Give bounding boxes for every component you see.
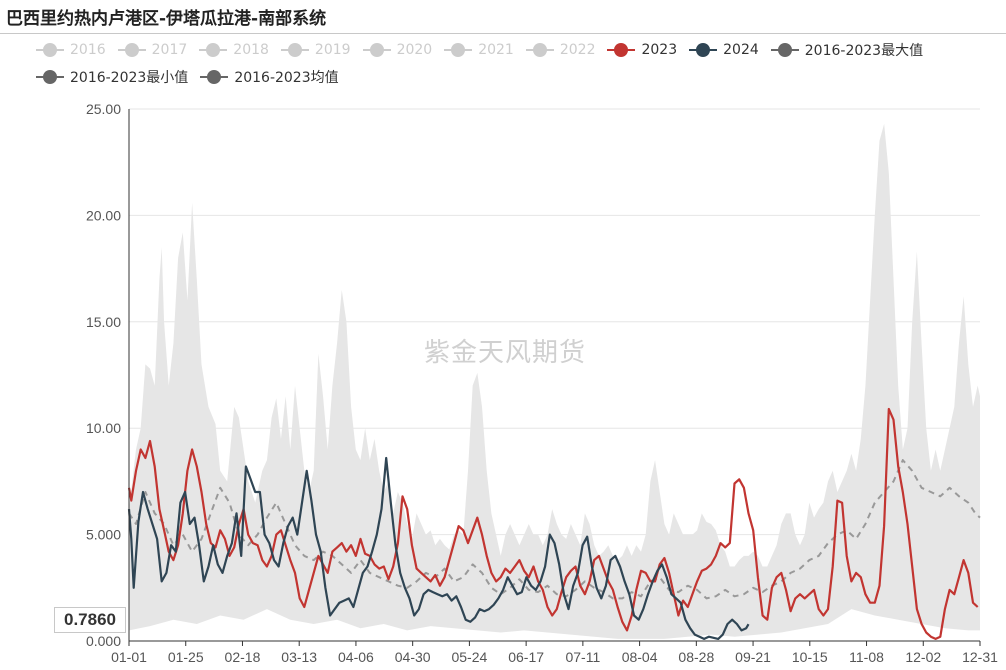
legend-item-2016[interactable]: 2016 (36, 42, 106, 58)
y-tick-label: 0.000 (86, 633, 121, 649)
legend-marker-icon (36, 69, 64, 84)
legend-item-2016-2023最小值[interactable]: 2016-2023最小值 (36, 67, 188, 87)
legend-row: 2016 2017 2018 2019 2020 2021 2022 2023 2024 2016… (36, 36, 996, 63)
x-tick-label: 09-21 (735, 649, 771, 665)
x-tick-label: 05-24 (451, 649, 487, 665)
x-tick-label: 02-18 (225, 649, 261, 665)
series-lines (127, 407, 981, 640)
legend-item-2016-2023均值[interactable]: 2016-2023均值 (200, 67, 339, 87)
x-tick-label: 12-02 (905, 649, 941, 665)
x-tick-label: 07-11 (565, 649, 600, 665)
y-tick-label: 5.000 (86, 527, 121, 543)
watermark: 紫金天风期货 (424, 338, 587, 368)
legend-label: 2023 (641, 41, 678, 58)
legend-marker-icon (607, 42, 636, 57)
chart-axes: 0.000 5.000 10.00 15.00 20.00 25.00 01-01 01-25… (86, 101, 998, 665)
title-divider (0, 33, 1006, 34)
x-tick-label: 08-04 (622, 649, 658, 665)
chart-title: 巴西里约热内卢港区-伊塔瓜拉港-南部系统 (6, 9, 327, 29)
x-tick-label: 06-17 (508, 649, 544, 665)
series-line-2024 (127, 456, 750, 640)
legend-label: 2016 (70, 41, 106, 58)
axis-pointer-value: 0.7860 (54, 607, 126, 633)
legend-marker-icon (770, 42, 799, 57)
legend-marker-icon (36, 42, 64, 57)
legend-marker-icon (689, 42, 718, 57)
legend-label: 2018 (233, 41, 269, 58)
legend-item-2020[interactable]: 2020 (362, 41, 433, 58)
legend-marker-icon (525, 42, 554, 57)
legend-item-2017[interactable]: 2017 (117, 41, 188, 58)
legend-item-2016-2023最大值[interactable]: 2016-2023最大值 (770, 40, 924, 60)
y-tick-label: 10.00 (86, 420, 121, 436)
legend-marker-icon (199, 42, 228, 57)
legend-item-2022[interactable]: 2022 (525, 41, 596, 58)
x-tick-label: 12-31 (962, 649, 998, 665)
legend-label: 2016-2023最大值 (804, 42, 924, 59)
x-tick-label: 01-25 (168, 649, 204, 665)
legend-marker-icon (362, 42, 391, 57)
x-tick-label: 10-15 (792, 649, 828, 665)
legend-label: 2019 (314, 41, 351, 58)
legend-label: 2021 (478, 41, 514, 58)
y-tick-label: 25.00 (86, 101, 121, 117)
x-tick-label: 08-28 (678, 649, 714, 665)
x-tick-label: 03-13 (281, 649, 317, 665)
legend-item-2024[interactable]: 2024 (689, 42, 759, 58)
max-min-band (129, 123, 980, 642)
legend-label: 2017 (151, 41, 188, 58)
legend-marker-icon (444, 42, 473, 57)
legend-item-2018[interactable]: 2018 (199, 42, 269, 58)
x-tick-label: 11-08 (849, 649, 884, 665)
legend-item-2019[interactable]: 2019 (280, 41, 351, 58)
x-tick-label: 04-30 (395, 649, 431, 665)
series-line-2023 (127, 407, 979, 640)
min-band-area (129, 609, 980, 641)
legend-item-2021[interactable]: 2021 (444, 42, 514, 58)
legend-label: 2024 (723, 41, 759, 58)
legend-marker-icon (200, 69, 229, 84)
legend-label: 2022 (559, 41, 596, 58)
x-tick-label: 01-01 (111, 649, 147, 665)
x-tick-label: 04-06 (338, 649, 374, 665)
chart-legend: 2016 2017 2018 2019 2020 2021 2022 2023 2024 2016… (36, 36, 996, 90)
legend-row: 2016-2023最小值 2016-2023均值 (36, 63, 996, 90)
y-tick-label: 15.00 (86, 314, 121, 330)
legend-marker-icon (117, 42, 146, 57)
y-tick-label: 20.00 (86, 207, 121, 223)
legend-label: 2016-2023均值 (234, 69, 339, 86)
legend-item-2023[interactable]: 2023 (607, 42, 677, 58)
legend-label: 2020 (396, 41, 433, 58)
max-band-area (129, 123, 980, 642)
legend-label: 2016-2023最小值 (70, 69, 189, 86)
legend-marker-icon (280, 42, 309, 57)
